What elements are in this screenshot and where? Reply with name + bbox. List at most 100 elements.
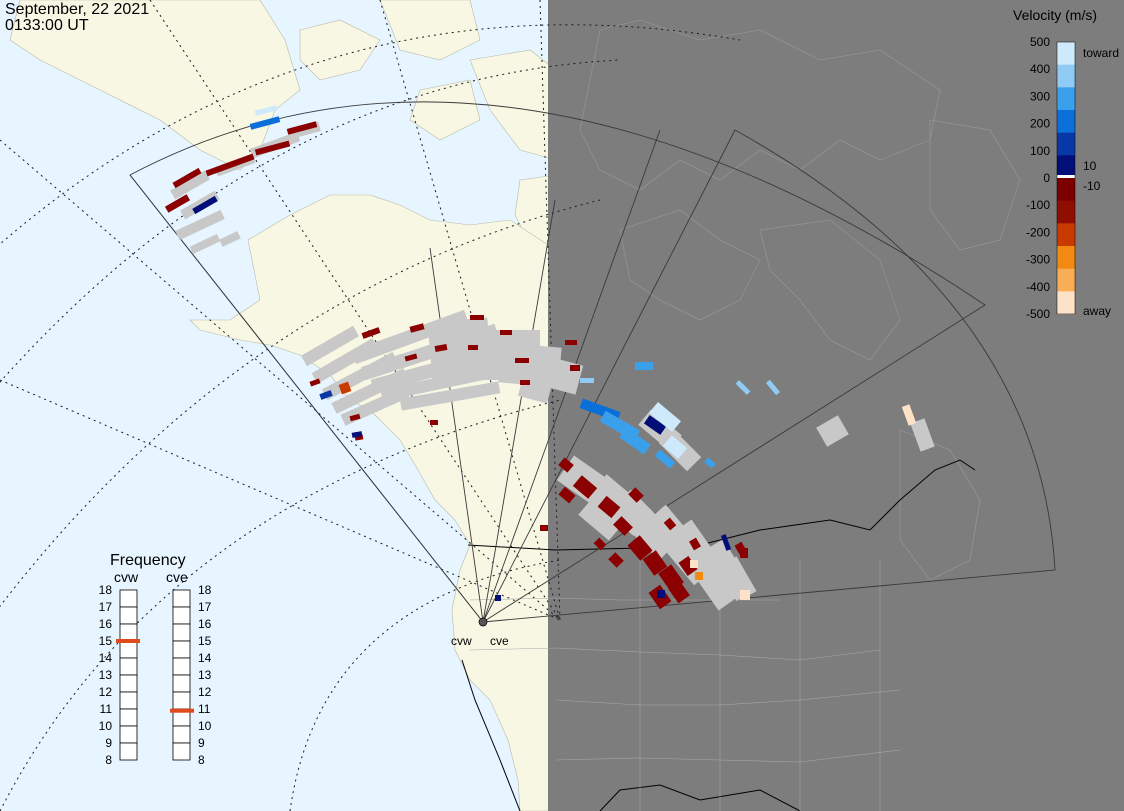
velocity-cell-away [558,457,574,473]
velocity-cell-away [597,495,621,519]
colorbar-segment [1057,200,1075,224]
velocity-cell-away [205,153,255,177]
frequency-tick-label-right: 16 [198,617,212,631]
frequency-tick-label-left: 18 [99,583,113,597]
velocity-cell-toward [643,415,667,435]
colorbar-tick-label: -300 [1026,253,1050,267]
frequency-left-box [119,708,138,727]
frequency-left-box [119,742,138,761]
colorbar-zero-gap [1057,175,1075,178]
colorbar-small-tick-label: 10 [1083,159,1097,173]
frequency-left-box [119,589,138,608]
velocity-cell-away [628,487,644,503]
frequency-right-box [172,640,191,659]
colorbar-tick-label: 100 [1030,144,1050,158]
velocity-cell-toward [619,427,651,455]
frequency-tick-label-left: 16 [99,617,113,631]
political-boundaries [461,459,976,811]
frequency-tick-label-left: 12 [99,685,113,699]
velocity-colorbar: Velocity (m/s) 500 400 300 200 100 0 -100 -200 -… [1013,7,1119,321]
velocity-cell-toward [319,390,333,400]
frequency-left-box [119,674,138,693]
frequency-tick-label-right: 8 [198,753,205,767]
colorbar-segment [1057,155,1075,179]
velocity-cell-away [613,516,633,536]
velocity-cell-toward [765,379,781,396]
velocity-cell-away [695,572,703,580]
velocity-cell-away [470,315,484,320]
frequency-left-box [119,606,138,625]
velocity-cell-away [740,548,748,558]
frequency-right-label: cve [166,569,188,585]
colorbar-segment [1057,291,1075,315]
velocity-cell-toward [254,105,278,116]
frequency-tick-label-left: 9 [105,736,112,750]
frequency-right-box [172,725,191,744]
velocity-cell-away [570,365,580,371]
frequency-tick-label-right: 18 [198,583,212,597]
ground-scatter-cell [910,418,935,452]
night-terminator-region [548,0,1124,811]
ground-scatter-cell [219,231,241,247]
ground-scatter-cell [399,381,501,411]
frequency-tick-label-left: 11 [100,702,113,716]
velocity-cells [164,105,935,611]
frequency-right-box [172,606,191,625]
colorbar-tick-label: 300 [1030,89,1050,103]
frequency-left-label: cvw [114,569,139,585]
velocity-cell-away [468,345,478,350]
frequency-tick-label-left: 17 [99,600,113,614]
colorbar-tick-label: 400 [1030,62,1050,76]
frequency-tick-label-left: 15 [99,634,113,648]
frequency-tick-label-left: 13 [99,668,113,682]
colorbar-tick-label: -500 [1026,307,1050,321]
velocity-cell-away [361,327,381,339]
ground-scatter-cell [170,170,210,200]
ground-scatter-cell [189,234,221,254]
velocity-cell-away [430,420,438,425]
frequency-right-box [172,691,191,710]
frequency-tick-label-left: 10 [99,719,113,733]
frequency-panel: Frequency cvw cve 18 18 17 17 16 16 15 15 14 14 13… [99,552,212,767]
colorbar-tick-label: 0 [1043,171,1050,185]
velocity-cell-away [572,475,598,499]
colorbar-title: Velocity (m/s) [1013,7,1097,23]
velocity-cell-away [565,340,577,345]
colorbar-segment [1057,178,1075,202]
frequency-tick-label-left: 14 [99,651,113,665]
velocity-cell-away [349,413,361,422]
velocity-cell-toward [649,401,681,433]
frequency-tick-label-right: 11 [198,702,211,716]
velocity-cell-away [642,550,668,576]
velocity-cell-toward [662,435,688,459]
velocity-cell-away [309,378,321,387]
velocity-cell-away [172,167,202,189]
frequency-right-box [172,589,191,608]
frequency-tick-label-right: 13 [198,668,212,682]
frequency-tick-label-right: 9 [198,736,205,750]
colorbar-segment [1057,268,1075,292]
colorbar-segment [1057,223,1075,247]
velocity-cell-away [515,358,529,363]
frequency-right-box [172,674,191,693]
colorbar-small-tick-label: -10 [1083,179,1101,193]
frequency-tick-label-right: 14 [198,651,212,665]
frequency-right-marker [170,708,194,713]
velocity-cell-away [690,560,698,568]
frequency-left-box [119,725,138,744]
frequency-left-box [119,691,138,710]
frequency-left-box [119,623,138,642]
frequency-tick-label-right: 10 [198,719,212,733]
ground-scatter-cell [723,556,757,599]
velocity-cell-away [520,380,530,385]
velocity-cell-toward [580,378,594,383]
velocity-cell-toward [657,590,665,598]
radar-station-marker [478,617,488,627]
frequency-left-marker [116,639,140,643]
colorbar-toward-label: toward [1083,46,1119,60]
colorbar-away-label: away [1083,304,1111,318]
colorbar-frame [1056,41,1076,315]
colorbar-tick-label: -200 [1026,225,1050,239]
velocity-cell-toward [704,457,716,469]
velocity-cell-away [608,552,624,568]
